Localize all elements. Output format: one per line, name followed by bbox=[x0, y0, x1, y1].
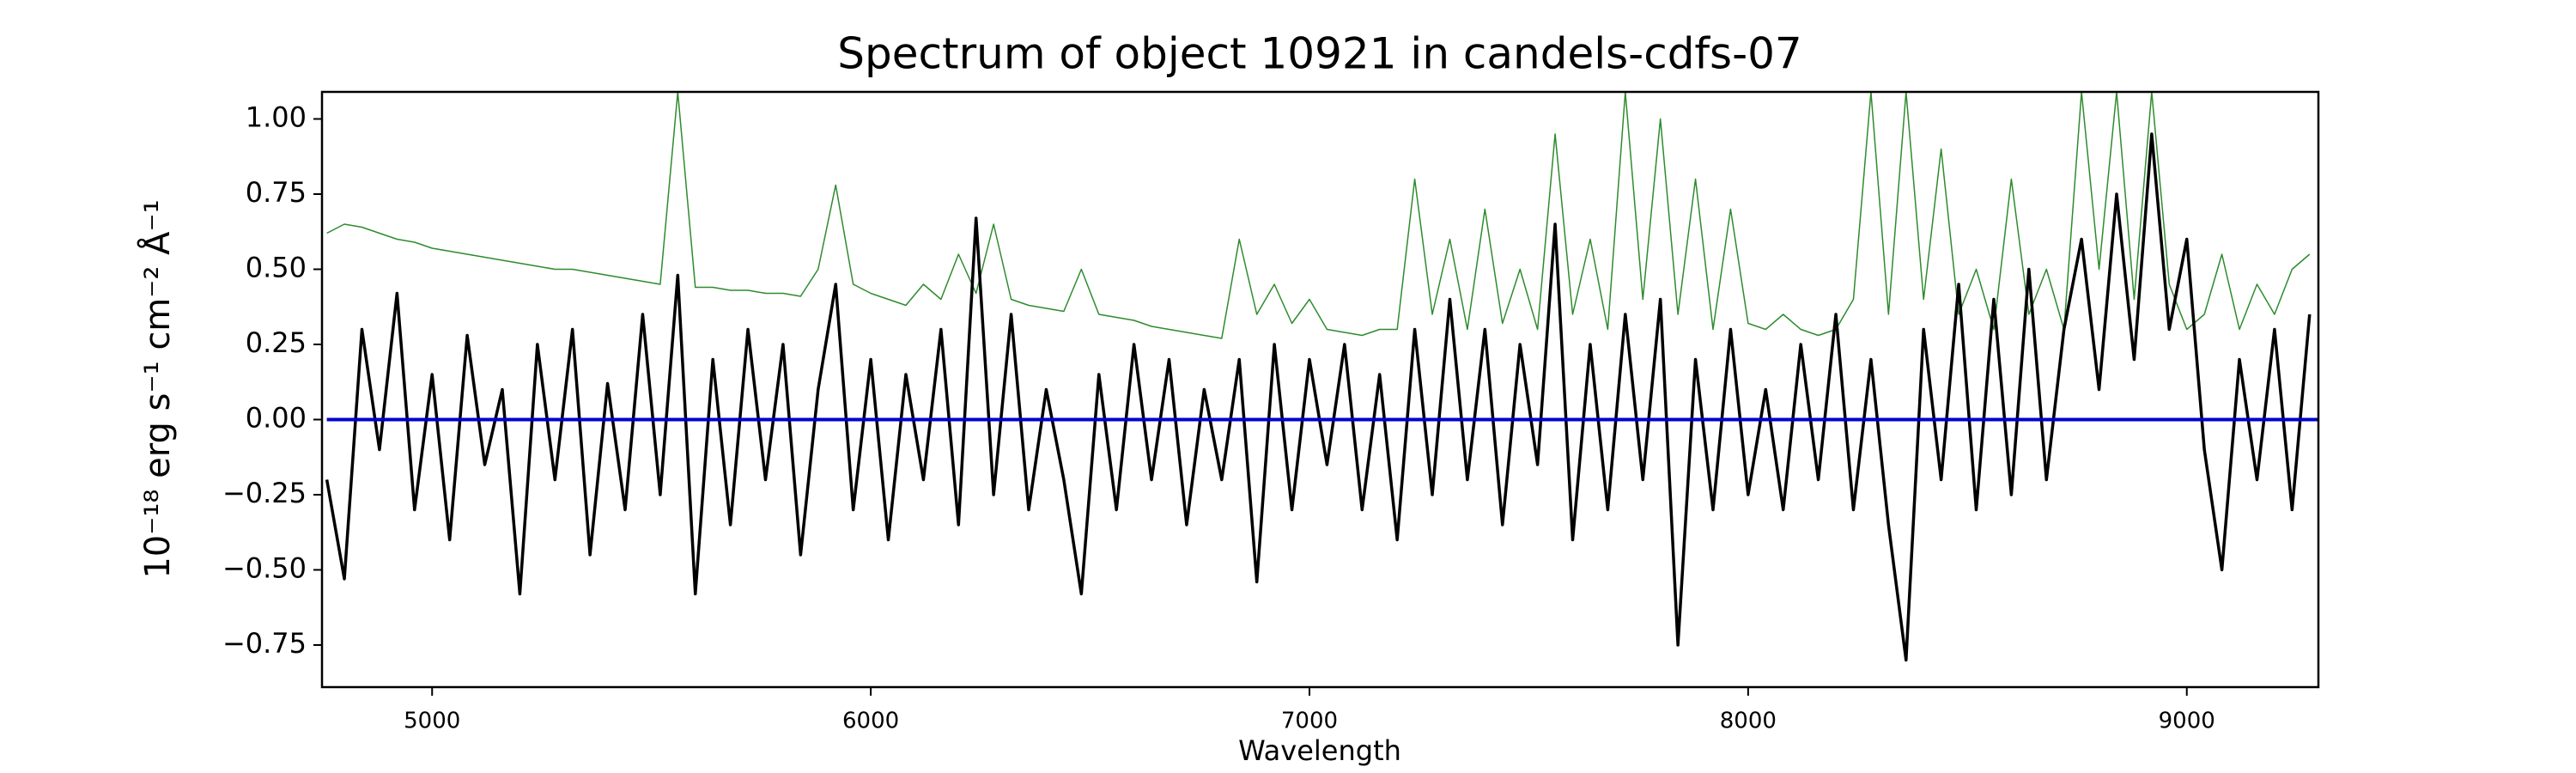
y-tick-label: 1.00 bbox=[246, 101, 307, 134]
plot-frame bbox=[320, 90, 2320, 689]
x-tick-label: 8000 bbox=[1720, 709, 1777, 734]
x-tick-label: 7000 bbox=[1281, 709, 1338, 734]
y-axis-label: 10⁻¹⁸ erg s⁻¹ cm⁻² Å⁻¹ bbox=[137, 199, 178, 578]
x-axis-label: Wavelength bbox=[1238, 734, 1401, 767]
y-tick-label: 0.75 bbox=[246, 176, 307, 209]
y-tick-label: −0.50 bbox=[222, 552, 307, 585]
y-tick-label: −0.25 bbox=[222, 477, 307, 509]
spectrum-line bbox=[325, 132, 2312, 662]
chart-title: Spectrum of object 10921 in candels-cdfs… bbox=[837, 29, 1802, 79]
spectrum-line bbox=[326, 92, 2311, 339]
x-tick-label: 9000 bbox=[2159, 709, 2215, 734]
plot-area bbox=[325, 92, 2318, 662]
x-tick-label: 5000 bbox=[404, 709, 460, 734]
y-tick-label: 0.00 bbox=[246, 402, 307, 435]
y-tick-label: 0.25 bbox=[246, 326, 307, 359]
x-tick-label: 6000 bbox=[842, 709, 899, 734]
y-tick-label: 0.50 bbox=[246, 252, 307, 284]
y-tick-label: −0.75 bbox=[222, 627, 307, 660]
